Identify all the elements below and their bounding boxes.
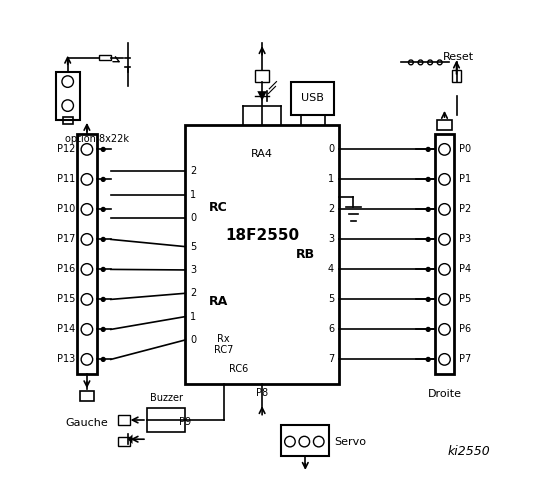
Bar: [80, 391, 94, 401]
Circle shape: [426, 178, 430, 181]
Circle shape: [101, 327, 105, 331]
Circle shape: [426, 358, 430, 361]
Text: P12: P12: [56, 144, 75, 155]
Bar: [118, 415, 130, 425]
Text: P10: P10: [56, 204, 75, 215]
Bar: [63, 117, 72, 124]
Bar: [435, 134, 454, 374]
Text: P8: P8: [256, 388, 268, 398]
Text: Buzzer: Buzzer: [150, 393, 182, 403]
Text: 0: 0: [190, 213, 196, 223]
Text: P4: P4: [459, 264, 471, 275]
Text: Droite: Droite: [427, 389, 462, 399]
Circle shape: [101, 298, 105, 301]
Circle shape: [426, 267, 430, 271]
Text: P17: P17: [56, 234, 75, 244]
Text: 7: 7: [328, 354, 334, 364]
Text: P7: P7: [459, 354, 471, 364]
Text: 1: 1: [328, 174, 334, 184]
Text: P11: P11: [56, 174, 75, 184]
Bar: [452, 70, 461, 82]
Text: P2: P2: [459, 204, 471, 215]
Polygon shape: [128, 434, 133, 444]
Text: 3: 3: [190, 265, 196, 275]
Circle shape: [101, 147, 105, 151]
Circle shape: [426, 238, 430, 241]
Text: P15: P15: [56, 294, 75, 304]
Bar: [291, 82, 334, 115]
Text: P16: P16: [56, 264, 75, 275]
Text: P3: P3: [459, 234, 471, 244]
Text: P5: P5: [459, 294, 471, 304]
Circle shape: [101, 267, 105, 271]
Circle shape: [426, 207, 430, 211]
Text: Gauche: Gauche: [65, 418, 108, 428]
Bar: [77, 134, 97, 374]
Text: P1: P1: [459, 174, 471, 184]
Circle shape: [426, 327, 430, 331]
Circle shape: [101, 207, 105, 211]
Text: RC: RC: [209, 201, 228, 214]
Text: USB: USB: [301, 94, 324, 103]
Text: Servo: Servo: [334, 437, 366, 446]
Circle shape: [101, 358, 105, 361]
Bar: [185, 125, 339, 384]
Text: 3: 3: [328, 234, 334, 244]
Text: 1: 1: [190, 312, 196, 322]
Text: RA: RA: [209, 295, 228, 308]
Text: option 8x22k: option 8x22k: [65, 134, 129, 144]
Text: 2: 2: [190, 288, 196, 298]
Circle shape: [101, 238, 105, 241]
Text: P13: P13: [56, 354, 75, 364]
Text: Rx
RC7: Rx RC7: [214, 334, 233, 355]
Text: 2: 2: [328, 204, 334, 215]
Text: 5: 5: [190, 241, 196, 252]
Text: 0: 0: [328, 144, 334, 155]
Bar: [255, 70, 269, 82]
Text: P14: P14: [56, 324, 75, 335]
Text: 0: 0: [190, 335, 196, 345]
Polygon shape: [257, 91, 267, 101]
Bar: [437, 120, 452, 130]
Text: RC6: RC6: [229, 364, 249, 374]
Text: Reset: Reset: [444, 52, 474, 62]
Text: 18F2550: 18F2550: [225, 228, 299, 243]
Text: 1: 1: [190, 190, 196, 200]
Text: 5: 5: [328, 294, 334, 304]
Text: 6: 6: [328, 324, 334, 335]
Circle shape: [101, 178, 105, 181]
Bar: [281, 425, 329, 456]
Circle shape: [426, 147, 430, 151]
Bar: [147, 408, 185, 432]
Text: ki2550: ki2550: [447, 444, 490, 458]
Bar: [99, 55, 111, 60]
Text: P0: P0: [459, 144, 471, 155]
Text: 4: 4: [328, 264, 334, 275]
Text: P6: P6: [459, 324, 471, 335]
Text: RA4: RA4: [251, 149, 273, 159]
Text: P9: P9: [179, 418, 191, 427]
Bar: [56, 72, 80, 120]
Circle shape: [426, 298, 430, 301]
Text: RB: RB: [296, 248, 315, 261]
Text: 2: 2: [190, 167, 196, 177]
Bar: [118, 437, 130, 446]
